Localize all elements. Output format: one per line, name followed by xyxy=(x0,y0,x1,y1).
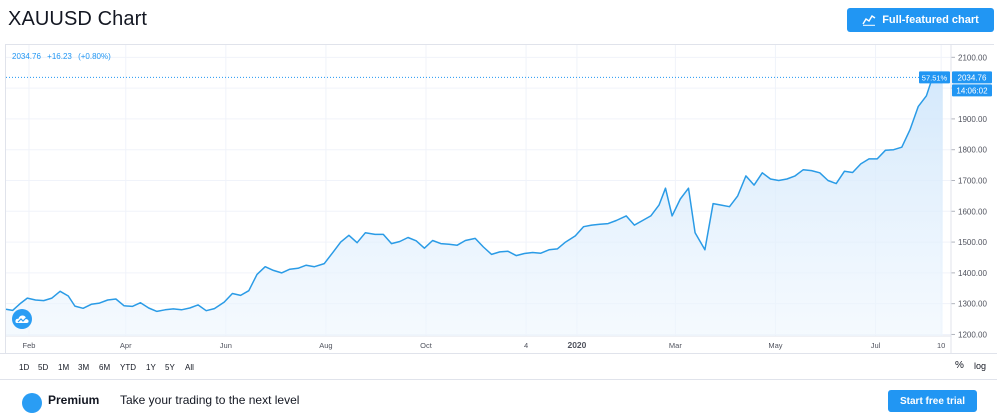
x-tick-label: Oct xyxy=(420,341,433,350)
y-tick-label: 1500.00 xyxy=(958,238,987,247)
promo-footer: Premium Take your trading to the next le… xyxy=(0,379,997,419)
y-tick-label: 1700.00 xyxy=(958,176,987,185)
y-tick-label: 1300.00 xyxy=(958,300,987,309)
range-5d[interactable]: 5D xyxy=(38,363,49,372)
page-title: XAUUSD Chart xyxy=(8,8,148,30)
range-all[interactable]: All xyxy=(185,363,194,372)
x-tick-label: May xyxy=(768,341,782,350)
range-1d[interactable]: 1D xyxy=(19,363,30,372)
time-badge-label: 14:06:02 xyxy=(956,86,988,95)
pct-badge-label: 57.51% xyxy=(922,73,948,82)
range-5y[interactable]: 5Y xyxy=(165,363,175,372)
y-tick-label: 1200.00 xyxy=(958,330,987,339)
log-toggle[interactable]: log xyxy=(974,361,987,371)
pct-badge-bg xyxy=(919,71,950,84)
y-tick-label: 2100.00 xyxy=(958,53,987,62)
price-badge-label: 2034.76 xyxy=(958,73,987,82)
y-tick-label: 1800.00 xyxy=(958,146,987,155)
full-featured-chart-label: Full-featured chart xyxy=(882,14,979,26)
price-chart[interactable]: 1200.00 1300.00 1400.00 1500.00 1600.00 1700.… xyxy=(0,0,997,353)
range-1y[interactable]: 1Y xyxy=(146,363,156,372)
range-bar: 1D 5D 1M 3M 6M YTD 1Y 5Y All % log xyxy=(0,353,997,380)
full-featured-chart-button[interactable]: Full-featured chart xyxy=(847,8,994,32)
range-ytd[interactable]: YTD xyxy=(120,363,136,372)
legend-last-price: 2034.76 xyxy=(12,52,41,61)
promo-text: Take your trading to the next level xyxy=(120,393,300,407)
x-tick-label: Jul xyxy=(871,341,881,350)
price-area xyxy=(6,75,943,337)
y-tick-label: 1400.00 xyxy=(958,269,987,278)
x-tick-label: 2020 xyxy=(567,340,586,350)
legend-change-pct: (+0.80%) xyxy=(78,52,111,61)
time-badge-bg xyxy=(952,84,992,97)
x-tick-label: Aug xyxy=(319,341,332,350)
x-tick-label: 4 xyxy=(524,341,528,350)
chart-frame xyxy=(5,44,994,354)
start-free-trial-button[interactable]: Start free trial xyxy=(888,390,977,412)
price-badge-bg xyxy=(952,71,992,84)
premium-label: Premium xyxy=(48,393,100,407)
legend-change: +16.23 xyxy=(47,52,72,61)
y-tick-label: 1900.00 xyxy=(958,115,987,124)
range-1m[interactable]: 1M xyxy=(58,363,70,372)
y-tick-label: 1600.00 xyxy=(958,207,987,216)
range-6m[interactable]: 6M xyxy=(99,363,111,372)
range-3m[interactable]: 3M xyxy=(78,363,90,372)
price-legend: 2034.76 +16.23 (+0.80%) xyxy=(12,52,115,61)
price-line[interactable] xyxy=(5,75,944,313)
x-tick-label: Apr xyxy=(120,341,132,350)
percent-toggle[interactable]: % xyxy=(955,360,964,371)
x-tick-label: 10 xyxy=(937,341,945,350)
x-tick-label: Jun xyxy=(220,341,232,350)
chart-icon xyxy=(862,15,876,26)
premium-icon xyxy=(22,393,42,413)
tradingview-cloud-icon[interactable] xyxy=(12,309,32,329)
x-tick-label: Mar xyxy=(669,341,682,350)
x-tick-label: Feb xyxy=(23,341,36,350)
